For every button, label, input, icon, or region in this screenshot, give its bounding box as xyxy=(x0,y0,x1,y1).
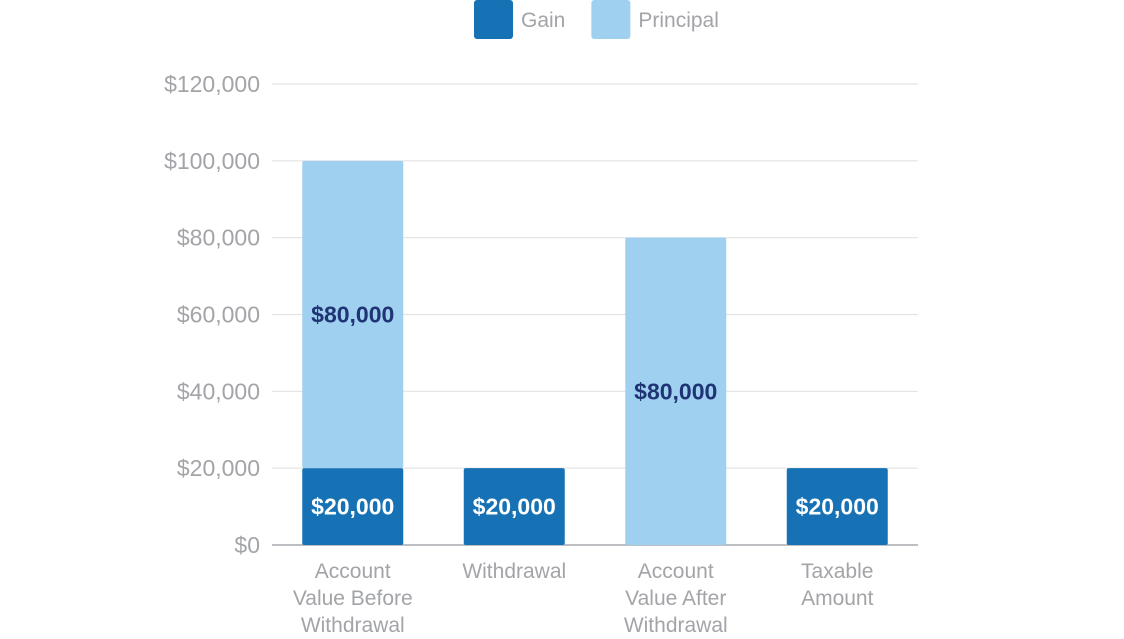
x-category-label: Value After xyxy=(625,587,726,610)
legend-label-principal: Principal xyxy=(638,9,719,32)
y-tick-label: $120,000 xyxy=(164,71,260,97)
y-tick-label: $100,000 xyxy=(164,148,260,174)
bar-gain xyxy=(302,468,404,545)
x-category-label: Withdrawal xyxy=(301,614,405,637)
bar-gain xyxy=(786,468,888,545)
legend-swatch-principal xyxy=(591,0,631,39)
data-label: $80,000 xyxy=(311,302,394,328)
x-category-label: Taxable xyxy=(801,560,873,583)
bar-gain xyxy=(463,468,565,545)
data-label: $20,000 xyxy=(311,494,394,520)
x-category-label: Account xyxy=(638,560,714,583)
x-category-label: Account xyxy=(315,560,391,583)
y-tick-label: $60,000 xyxy=(177,302,260,328)
x-category-label: Withdrawal xyxy=(624,614,728,637)
bar-principal xyxy=(302,160,404,469)
y-tick-label: $40,000 xyxy=(177,378,260,404)
data-label: $20,000 xyxy=(796,494,879,520)
y-tick-label: $80,000 xyxy=(177,225,260,251)
data-label: $20,000 xyxy=(473,494,556,520)
data-label: $80,000 xyxy=(634,378,717,404)
y-tick-label: $20,000 xyxy=(177,455,260,481)
y-tick-label: $0 xyxy=(234,532,260,558)
bar-principal xyxy=(625,237,727,545)
x-category-label: Amount xyxy=(801,587,874,610)
x-category-label: Withdrawal xyxy=(462,560,566,583)
legend-label-gain: Gain xyxy=(521,9,565,32)
legend-swatch-gain xyxy=(474,0,513,39)
x-category-label: Value Before xyxy=(293,587,413,610)
